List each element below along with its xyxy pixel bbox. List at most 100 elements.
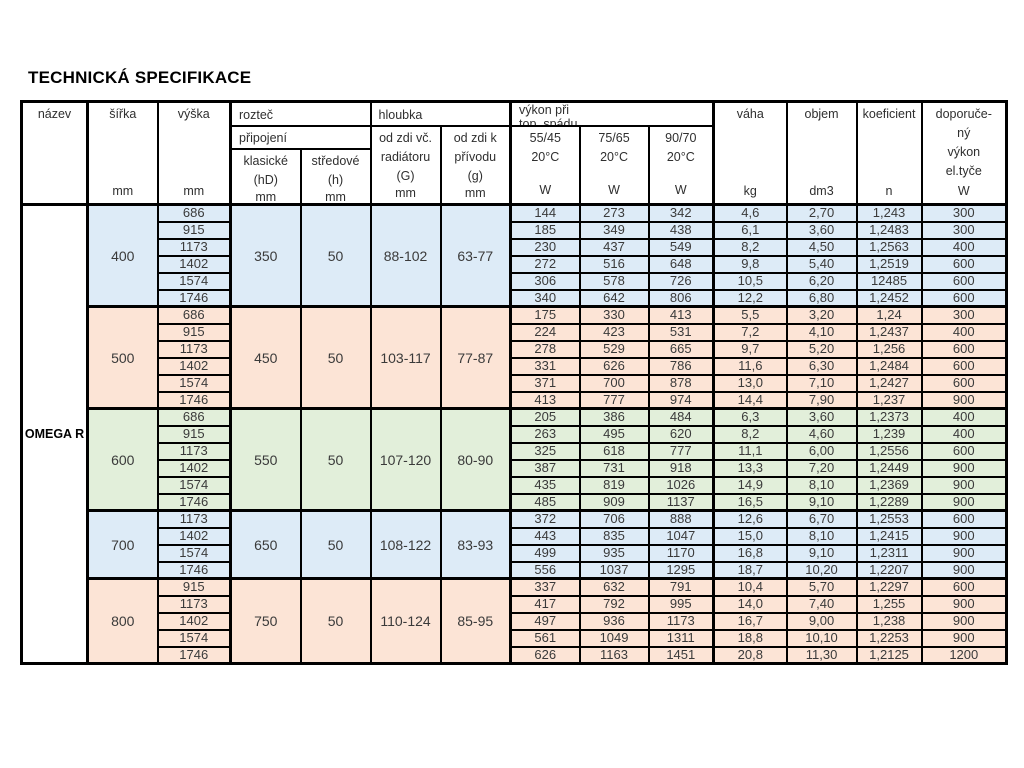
cell-power-5545: 337	[509, 577, 581, 597]
cell-vaha: 14,4	[712, 390, 788, 410]
cell-vaha: 6,3	[712, 407, 788, 427]
cell-objem: 5,20	[785, 339, 858, 359]
cell-power-5545: 340	[509, 288, 581, 308]
cell-koeficient: 1,2519	[855, 254, 923, 274]
cell-power-9070: 620	[647, 424, 715, 444]
cell-el-vykon: 900	[920, 390, 1008, 410]
cell-power-5545: 372	[509, 509, 581, 529]
cell-power-5545: 272	[509, 254, 581, 274]
cell-vaha: 11,1	[712, 441, 788, 461]
table-row: 1402 497 936 1173 16,7 9,00 1,238 900	[22, 611, 1008, 631]
cell-koeficient: 1,2483	[855, 220, 923, 240]
cell-vyska: 1402	[156, 458, 232, 478]
cell-power-9070: 726	[647, 271, 715, 291]
table-row: 1746 485 909 1137 16,5 9,10 1,2289 900	[22, 492, 1008, 512]
cell-privod-g: 77-87	[439, 305, 512, 410]
cell-vyska: 1574	[156, 628, 232, 648]
cell-power-7565: 437	[578, 237, 650, 257]
header-row: klasické (hD) mm středové (h) mm	[22, 148, 1007, 206]
header-vykon_spad: výkon při top. spádu	[509, 100, 715, 127]
cell-sirka: 400	[86, 203, 159, 308]
table-row: 1402 331 626 786 11,6 6,30 1,2484 600	[22, 356, 1008, 376]
table-row: 1574 561 1049 1311 18,8 10,10 1,2253 900	[22, 628, 1008, 648]
header-label: výkon při top. spádu	[519, 103, 578, 125]
cell-power-5545: 263	[509, 424, 581, 444]
cell-el-vykon: 900	[920, 475, 1008, 495]
cell-vyska: 915	[156, 220, 232, 240]
table-row: 1402 272 516 648 9,8 5,40 1,2519 600	[22, 254, 1008, 274]
cell-vyska: 1574	[156, 475, 232, 495]
product-name-cell: OMEGA R	[20, 203, 89, 665]
cell-power-7565: 578	[578, 271, 650, 291]
cell-objem: 3,60	[785, 407, 858, 427]
cell-koeficient: 1,256	[855, 339, 923, 359]
cell-power-7565: 626	[578, 356, 650, 376]
header-label: 55/45 20°C	[529, 131, 561, 164]
header-klasicke: klasické (hD) mm	[229, 148, 302, 206]
table-row: 1574 306 578 726 10,5 6,20 12485 600	[22, 271, 1008, 291]
cell-el-vykon: 600	[920, 339, 1008, 359]
cell-power-7565: 386	[578, 407, 650, 427]
cell-power-5545: 230	[509, 237, 581, 257]
cell-vyska: 686	[156, 203, 232, 223]
header-unit: W	[674, 183, 687, 197]
cell-koeficient: 1,239	[855, 424, 923, 444]
cell-koeficient: 1,24	[855, 305, 923, 325]
cell-power-9070: 995	[647, 594, 715, 614]
cell-hloubka-g: 88-102	[369, 203, 442, 308]
cell-vyska: 1402	[156, 611, 232, 631]
cell-power-5545: 144	[509, 203, 581, 223]
cell-power-9070: 413	[647, 305, 715, 325]
cell-vyska: 915	[156, 424, 232, 444]
cell-power-5545: 325	[509, 441, 581, 461]
cell-power-9070: 806	[647, 288, 715, 308]
cell-vyska: 1746	[156, 390, 232, 410]
header-t5545: 55/45 20°C W	[509, 125, 581, 206]
cell-power-7565: 700	[578, 373, 650, 393]
cell-vyska: 1574	[156, 543, 232, 563]
cell-power-7565: 935	[578, 543, 650, 563]
cell-objem: 5,70	[785, 577, 858, 597]
header-label: název	[37, 107, 72, 121]
cell-el-vykon: 300	[920, 220, 1008, 240]
cell-vyska: 1173	[156, 237, 232, 257]
cell-objem: 7,10	[785, 373, 858, 393]
header-od_zdi_radiator: od zdi vč. radiátoru (G) mm	[369, 125, 442, 206]
header-pripojeni: připojení	[228, 125, 372, 150]
cell-el-vykon: 1200	[920, 645, 1008, 665]
cell-vaha: 18,7	[712, 560, 788, 580]
cell-koeficient: 1,237	[855, 390, 923, 410]
header-label: středové (h)	[311, 154, 360, 187]
cell-objem: 6,20	[785, 271, 858, 291]
table-row: 700 1173 650 50 108-122 83-93 372 706 888 12,6 6,7…	[22, 509, 1008, 580]
cell-el-vykon: 600	[920, 373, 1008, 393]
header-unit: mm	[112, 184, 134, 198]
table-row: 1402 443 835 1047 15,0 8,10 1,2415 900	[22, 526, 1008, 546]
cell-klasicke: 650	[229, 509, 302, 580]
cell-el-vykon: 600	[920, 356, 1008, 376]
cell-power-7565: 642	[578, 288, 650, 308]
header-doporuceny: doporuče- ný výkon el.tyče W	[920, 100, 1008, 206]
cell-el-vykon: 900	[920, 458, 1008, 478]
cell-koeficient: 1,2556	[855, 441, 923, 461]
cell-klasicke: 450	[229, 305, 302, 410]
cell-el-vykon: 400	[920, 424, 1008, 444]
cell-koeficient: 1,2452	[855, 288, 923, 308]
cell-power-5545: 306	[509, 271, 581, 291]
cell-el-vykon: 400	[920, 407, 1008, 427]
cell-power-9070: 342	[647, 203, 715, 223]
cell-power-5545: 485	[509, 492, 581, 512]
header-label: výška	[177, 107, 210, 121]
cell-sirka: 800	[86, 577, 159, 665]
header-label: šířka	[109, 107, 137, 121]
cell-power-9070: 791	[647, 577, 715, 597]
header-unit: mm	[395, 186, 416, 200]
cell-sirka: 700	[86, 509, 159, 580]
cell-vyska: 686	[156, 305, 232, 325]
cell-stredove: 50	[299, 203, 372, 308]
cell-el-vykon: 900	[920, 611, 1008, 631]
header-row: název šířka mm výška mm rozteč hloubka výkon př…	[20, 100, 1008, 206]
cell-power-7565: 330	[578, 305, 650, 325]
cell-vyska: 1173	[156, 339, 232, 359]
